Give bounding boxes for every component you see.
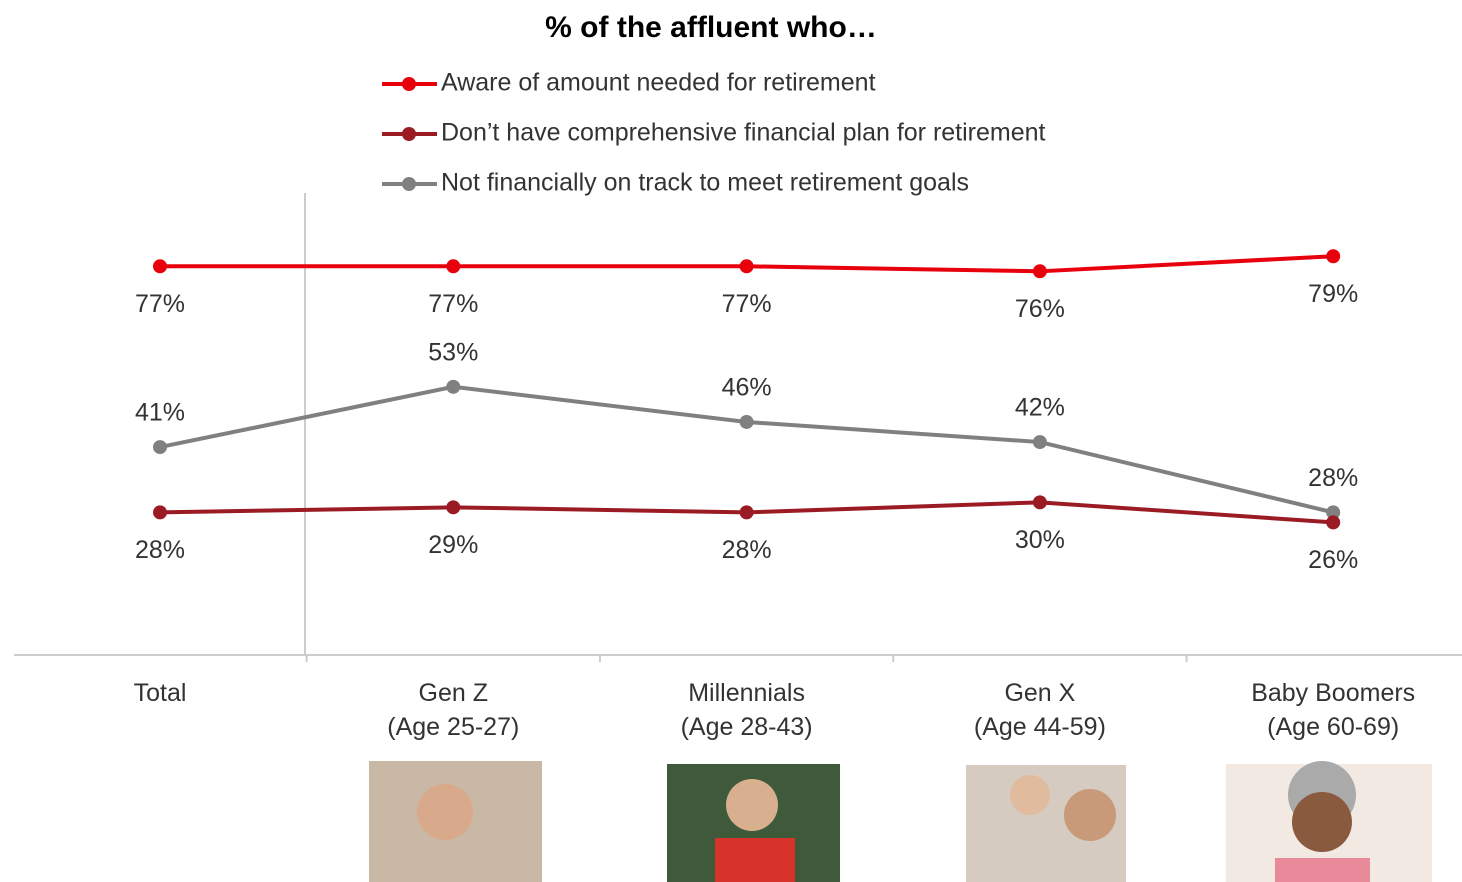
- photos: [369, 761, 1432, 882]
- legend-label: Don’t have comprehensive financial plan …: [441, 119, 1046, 147]
- legend-marker: [402, 177, 416, 191]
- legend-label: Not financially on track to meet retirem…: [441, 169, 969, 197]
- photo: [726, 779, 778, 831]
- data-point: [446, 500, 461, 515]
- data-label: 28%: [722, 536, 772, 564]
- data-label: 30%: [1015, 526, 1065, 554]
- data-point: [446, 259, 461, 274]
- x-tick-label: Millennials (Age 28-43): [680, 679, 813, 741]
- data-label: 76%: [1015, 295, 1065, 323]
- data-point: [1326, 505, 1341, 520]
- photo: [1064, 789, 1116, 841]
- data-point: [1032, 264, 1047, 279]
- data-label: 79%: [1308, 280, 1358, 308]
- data-point: [153, 259, 167, 274]
- x-tick-label: Gen X (Age 44-59): [973, 679, 1106, 741]
- photo: [1010, 775, 1050, 815]
- x-tick-label: Total: [133, 679, 187, 707]
- data-point: [446, 379, 461, 394]
- series-line: [159, 384, 1334, 515]
- photo: [715, 838, 795, 882]
- data-label: 53%: [428, 338, 478, 366]
- data-label: 77%: [135, 290, 185, 318]
- photo: [1292, 792, 1352, 852]
- photo: [1275, 858, 1370, 882]
- legend-marker: [402, 77, 416, 91]
- data-label: 28%: [1308, 464, 1358, 492]
- data-point: [739, 259, 754, 274]
- data-point: [739, 505, 754, 520]
- data-point: [1326, 515, 1341, 530]
- data-point: [1032, 495, 1047, 510]
- x-tick-label: Baby Boomers (Age 60-69): [1251, 679, 1416, 741]
- data-label: 26%: [1308, 546, 1358, 574]
- data-label: 46%: [722, 374, 772, 402]
- data-label: 41%: [135, 399, 185, 427]
- chart-title: % of the affluent who…: [545, 11, 877, 44]
- data-label: 77%: [428, 290, 478, 318]
- legend-label: Aware of amount needed for retirement: [441, 69, 876, 97]
- data-point: [1032, 435, 1047, 450]
- data-label: 77%: [722, 290, 772, 318]
- data-point: [153, 440, 167, 455]
- data-point: [153, 505, 167, 520]
- data-label: 28%: [135, 536, 185, 564]
- data-label: 42%: [1015, 394, 1065, 422]
- x-tick-label: Gen Z (Age 25-27): [387, 679, 520, 741]
- data-label: 29%: [428, 531, 478, 559]
- data-point: [1326, 249, 1341, 264]
- legend-marker: [402, 127, 416, 141]
- photo: [417, 784, 473, 840]
- data-point: [739, 414, 754, 429]
